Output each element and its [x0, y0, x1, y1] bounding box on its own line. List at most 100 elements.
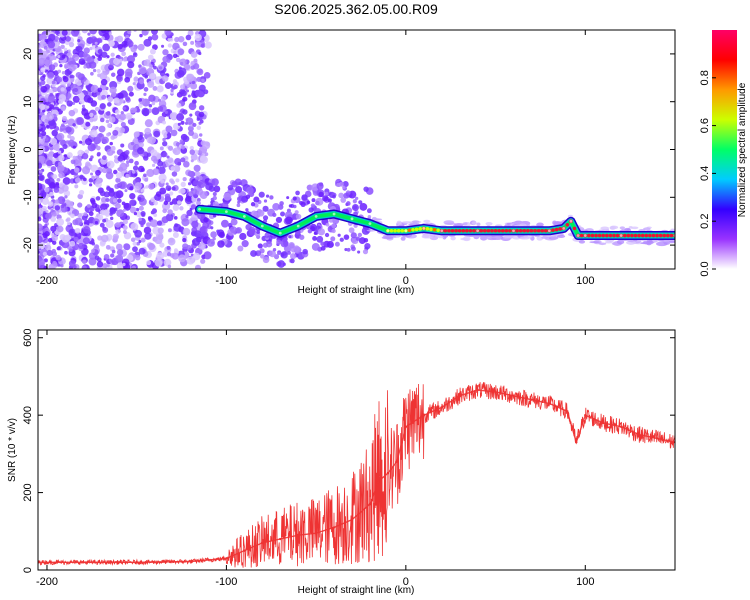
noise-blob [160, 179, 165, 184]
noise-blob [56, 30, 60, 35]
noise-blob [97, 73, 102, 78]
snr-point [296, 533, 300, 537]
noise-blob [65, 218, 69, 222]
noise-blob [48, 155, 53, 160]
ridge-core-point [518, 228, 523, 233]
noise-blob [167, 209, 173, 215]
noise-blob [162, 137, 166, 142]
noise-blob [161, 129, 168, 136]
noise-blob [96, 261, 104, 268]
noise-blob [269, 195, 274, 200]
noise-blob [235, 185, 243, 194]
noise-blob [265, 241, 273, 248]
noise-blob [106, 123, 112, 128]
x-ticks-bottom: -200 -100 0 100 [36, 330, 594, 588]
noise-blob [143, 38, 152, 47]
noise-blob [167, 145, 174, 151]
noise-blob [619, 226, 625, 230]
noise-blob [183, 160, 190, 168]
noise-blob [122, 106, 127, 110]
noise-blob [153, 200, 158, 206]
noise-blob [81, 265, 87, 269]
noise-blob [122, 225, 128, 231]
noise-blob [126, 160, 130, 164]
ridge-core-point [630, 233, 634, 238]
noise-blob [331, 223, 337, 229]
noise-blob [144, 75, 148, 79]
noise-blob [117, 43, 123, 50]
noise-blob [133, 76, 139, 82]
plot-frame-bottom [37, 329, 676, 571]
noise-blob [236, 196, 243, 202]
noise-blob [180, 145, 186, 150]
noise-blob [106, 160, 115, 169]
noise-blob [291, 215, 296, 220]
noise-blob [134, 160, 139, 166]
noise-blob [102, 262, 108, 269]
noise-blob [58, 155, 65, 162]
noise-blob [40, 97, 46, 104]
noise-blob [344, 247, 348, 252]
noise-blob [175, 178, 180, 183]
noise-blob [137, 165, 145, 173]
ridge-core-point [615, 233, 620, 238]
noise-blob [263, 199, 268, 203]
noise-blob [52, 86, 58, 93]
noise-blob [57, 187, 65, 194]
noise-blob [105, 119, 110, 124]
noise-blob [44, 231, 50, 237]
figure-title: S206.2025.362.05.00.R09 [274, 1, 438, 17]
noise-blob [220, 219, 229, 228]
ridge-core-point [508, 228, 512, 233]
ridge-core-point [622, 233, 627, 238]
ridge-core-point [612, 233, 616, 238]
noise-blob [146, 222, 151, 228]
noise-blob [192, 237, 201, 246]
noise-blob [53, 152, 59, 159]
noise-blob [133, 212, 138, 216]
noise-blob [156, 85, 164, 93]
noise-blob [201, 78, 205, 83]
noise-blob [311, 242, 320, 251]
noise-blob [105, 244, 111, 250]
ridge-point [583, 234, 587, 237]
noise-blob [84, 138, 93, 146]
noise-blob [91, 241, 96, 246]
y-top-tick-label: 20 [22, 48, 34, 60]
noise-blob [351, 203, 359, 211]
noise-blob [89, 112, 94, 118]
noise-blob [157, 105, 164, 112]
noise-blob [124, 150, 130, 155]
noise-blob [38, 205, 41, 210]
noise-blob [71, 101, 76, 105]
noise-blob [325, 222, 330, 227]
noise-blob [217, 240, 225, 248]
noise-blob [189, 149, 196, 155]
noise-blob [108, 40, 115, 48]
noise-blob [43, 45, 48, 50]
noise-blob [162, 151, 168, 158]
noise-blob [47, 201, 54, 207]
noise-blob [134, 173, 138, 177]
noise-blob [48, 151, 55, 158]
noise-blob [153, 130, 161, 138]
y-top-tick-label: -10 [22, 189, 34, 205]
noise-blob [196, 76, 202, 82]
noise-blob [103, 209, 109, 214]
noise-blob [47, 71, 55, 79]
noise-blob [73, 236, 79, 242]
noise-blob [323, 240, 331, 248]
noise-blob [192, 122, 197, 128]
noise-blob [178, 254, 186, 263]
noise-blob [121, 40, 129, 48]
noise-blob [82, 237, 90, 245]
noise-blob [83, 53, 91, 62]
noise-blob [187, 125, 194, 132]
noise-blob [180, 181, 186, 188]
noise-blob [557, 234, 566, 238]
noise-blob [144, 177, 149, 182]
ridge-point [576, 234, 580, 237]
noise-blob [59, 64, 63, 68]
noise-blob [154, 236, 163, 245]
